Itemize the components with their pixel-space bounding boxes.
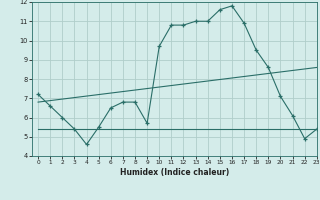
X-axis label: Humidex (Indice chaleur): Humidex (Indice chaleur) (120, 168, 229, 177)
